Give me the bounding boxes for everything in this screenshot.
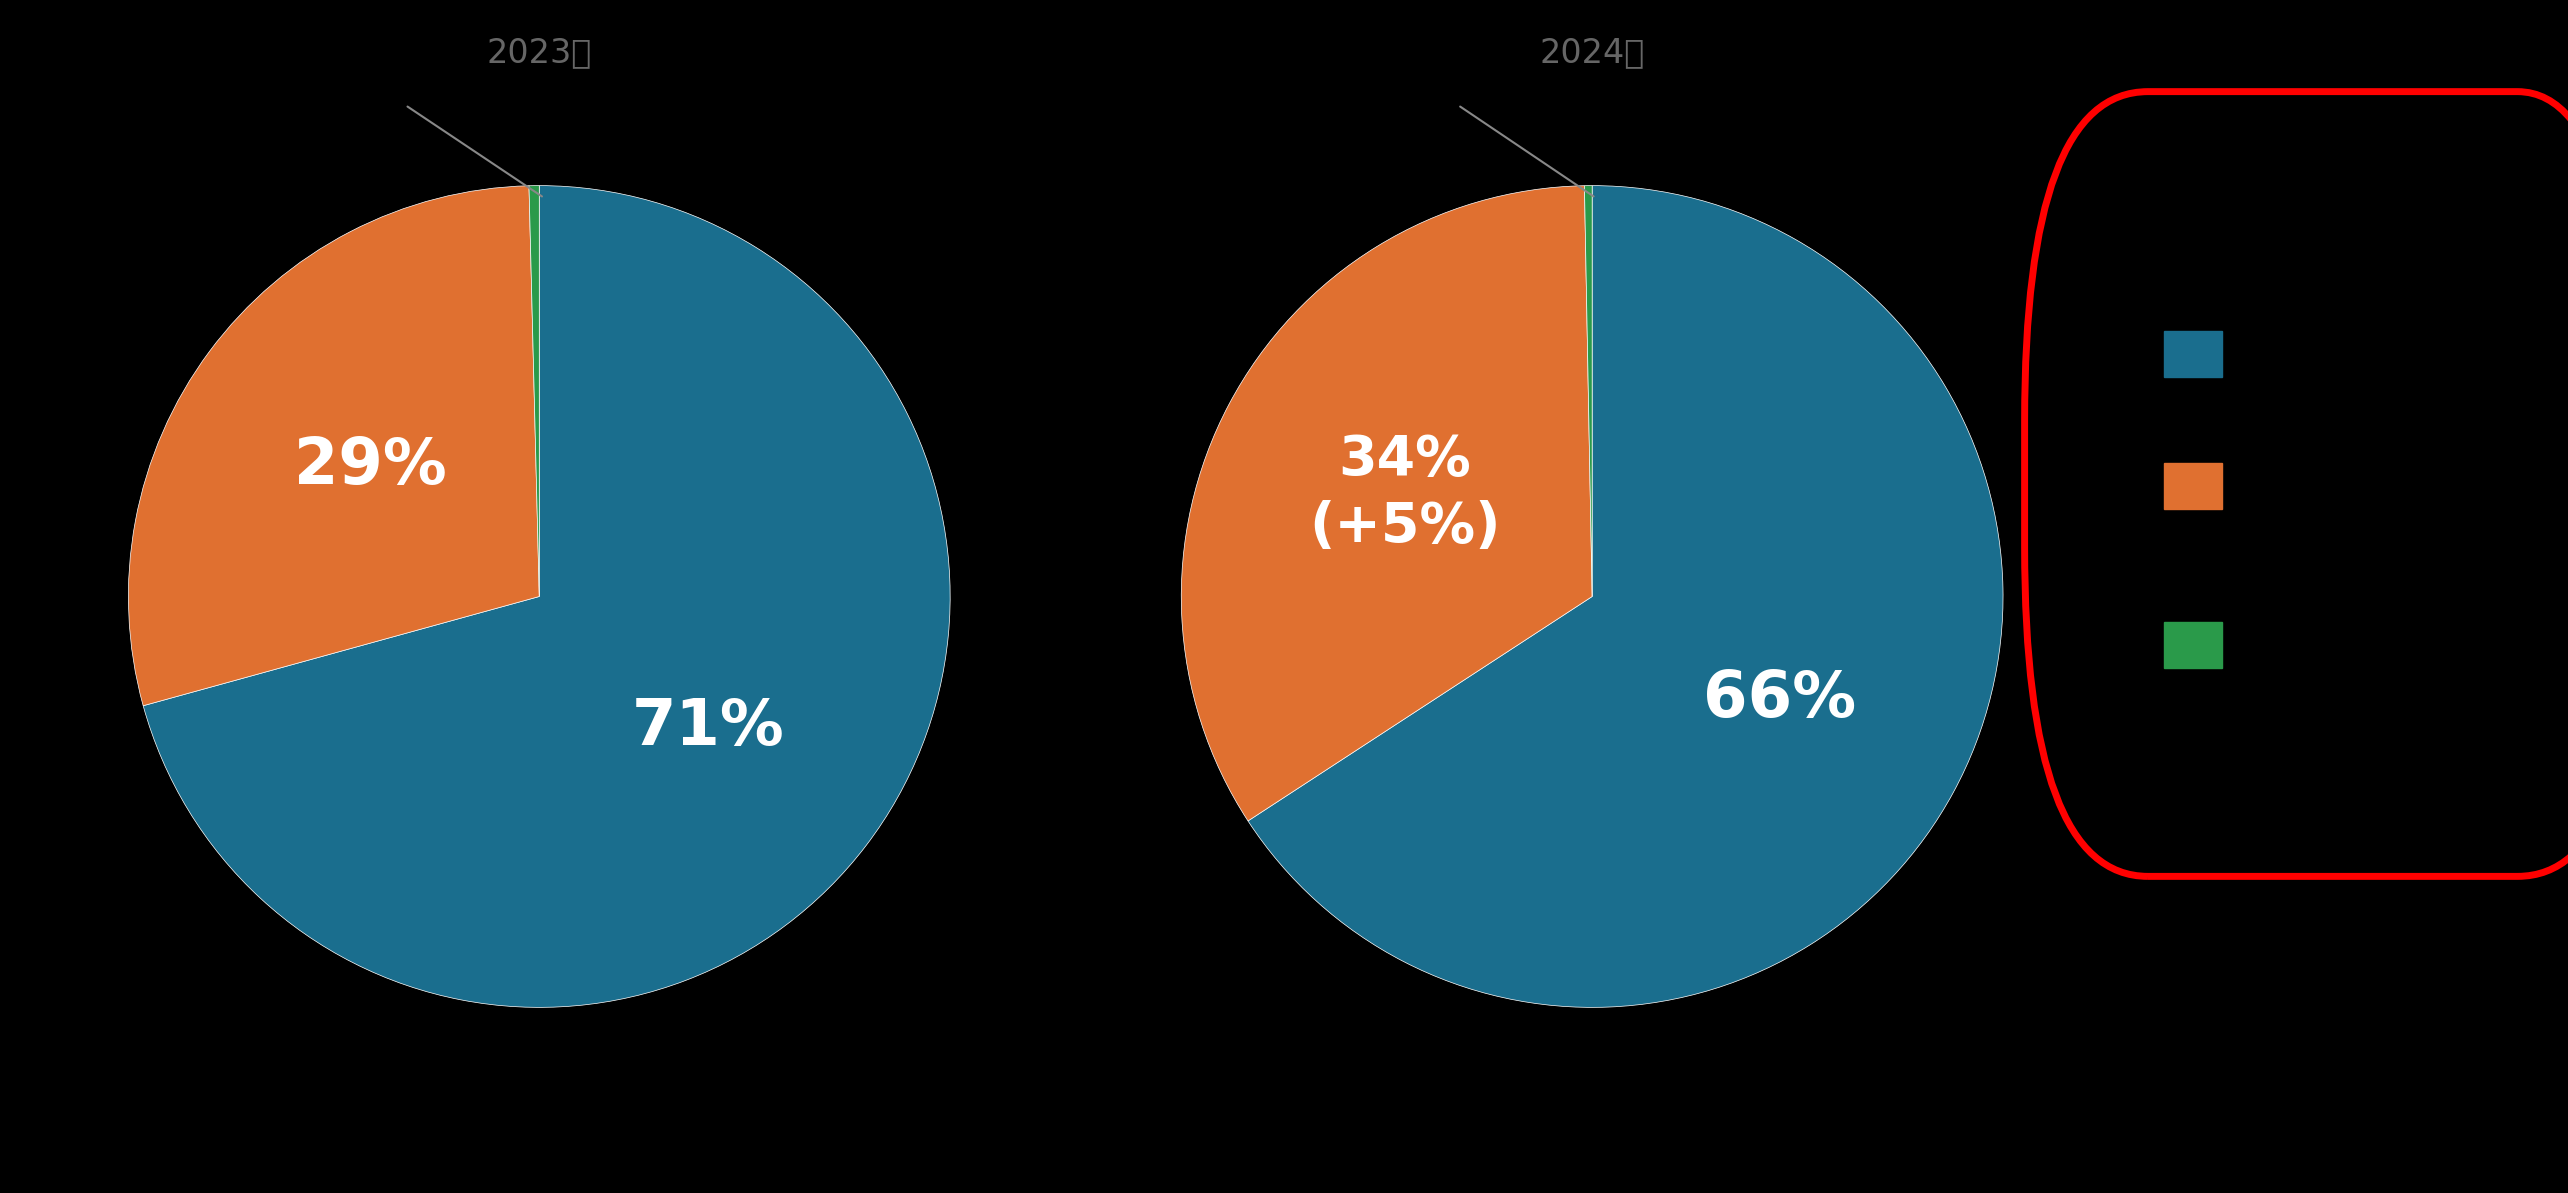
- Wedge shape: [144, 186, 950, 1007]
- Wedge shape: [1248, 186, 2003, 1007]
- Bar: [2165, 622, 2221, 668]
- Text: 71%: 71%: [632, 697, 783, 759]
- Title: 2023年: 2023年: [488, 36, 591, 69]
- Text: 0.3%: 0.3%: [1387, 69, 1595, 197]
- Bar: [2165, 330, 2221, 377]
- Bar: [2165, 463, 2221, 508]
- Wedge shape: [1584, 186, 1592, 596]
- Wedge shape: [128, 186, 539, 706]
- Title: 2024年: 2024年: [1541, 36, 1644, 69]
- Wedge shape: [529, 186, 539, 596]
- Text: 0.4%: 0.4%: [334, 69, 542, 197]
- Wedge shape: [1181, 186, 1592, 821]
- Text: 34%
(+5%): 34% (+5%): [1310, 433, 1500, 554]
- Text: 66%: 66%: [1703, 668, 1857, 730]
- Text: 29%: 29%: [295, 434, 447, 496]
